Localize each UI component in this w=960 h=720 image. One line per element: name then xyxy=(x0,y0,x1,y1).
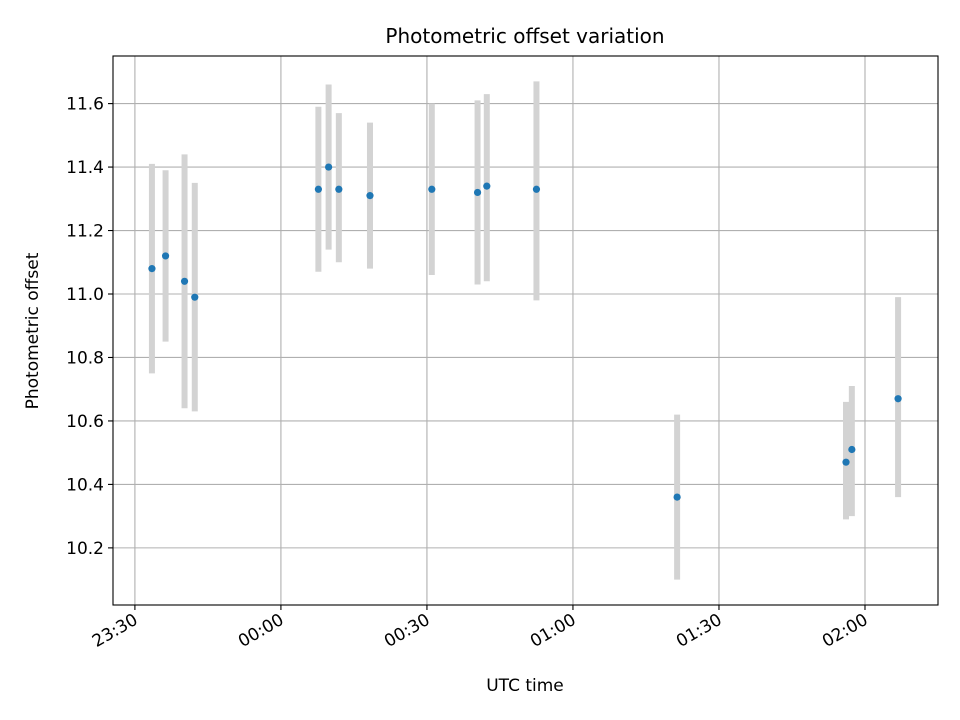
y-tick-label: 10.4 xyxy=(66,475,104,495)
data-point xyxy=(191,293,199,301)
data-point xyxy=(161,252,170,260)
y-tick-label: 10.2 xyxy=(66,539,104,559)
data-point xyxy=(314,185,322,193)
y-tick-label: 10.8 xyxy=(66,348,104,368)
data-point xyxy=(842,458,850,466)
data-point xyxy=(325,163,333,171)
data-point xyxy=(483,182,491,190)
x-tick-label: 00:00 xyxy=(235,610,287,652)
y-tick-label: 11.4 xyxy=(66,158,104,178)
x-tick-label: 01:00 xyxy=(527,610,579,652)
grid xyxy=(113,56,938,605)
data-point xyxy=(366,192,374,200)
data-point xyxy=(532,185,541,193)
x-axis-label: UTC time xyxy=(486,676,564,696)
x-tick-label: 02:00 xyxy=(819,610,871,652)
y-tick-label: 11.6 xyxy=(66,95,104,115)
x-tick-label: 01:30 xyxy=(673,610,725,652)
x-tick-label: 23:30 xyxy=(89,610,141,652)
data-point xyxy=(848,445,856,454)
chart-title: Photometric offset variation xyxy=(385,24,664,48)
data-point xyxy=(180,277,189,285)
data-points xyxy=(148,163,902,501)
data-point xyxy=(473,188,482,197)
y-tick-label: 11.0 xyxy=(66,285,104,305)
y-tick-label: 11.2 xyxy=(66,222,104,242)
data-point xyxy=(673,493,681,501)
x-tick-label: 00:30 xyxy=(381,610,433,652)
y-axis-label: Photometric offset xyxy=(23,252,43,409)
data-point xyxy=(335,185,343,193)
data-point xyxy=(428,185,436,193)
error-bars xyxy=(148,81,902,580)
y-tick-label: 10.6 xyxy=(66,412,104,432)
plot-frame xyxy=(112,55,939,606)
data-point xyxy=(148,265,156,273)
data-point xyxy=(894,395,902,403)
